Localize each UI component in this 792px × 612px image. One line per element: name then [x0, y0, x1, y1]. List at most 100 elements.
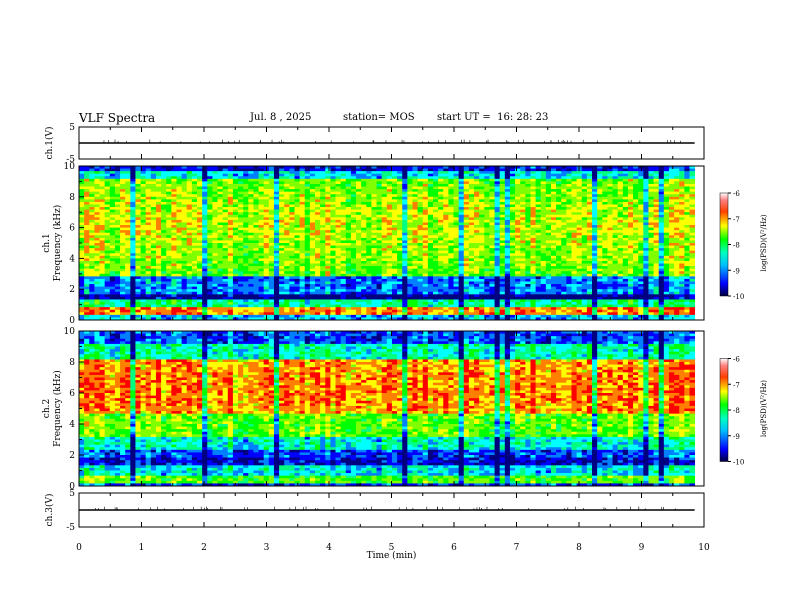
heatmap-cell	[479, 232, 485, 236]
heatmap-cell	[171, 209, 177, 213]
heatmap-cell	[376, 204, 383, 208]
heatmap-cell	[607, 248, 613, 252]
heatmap-cell	[166, 199, 172, 203]
heatmap-cell	[145, 191, 152, 195]
heatmap-cell	[79, 237, 85, 241]
heatmap-cell	[196, 186, 203, 190]
heatmap-cell	[407, 199, 413, 203]
heatmap-cell	[330, 173, 336, 177]
heatmap-cell	[602, 258, 608, 262]
heatmap-cell	[361, 237, 367, 241]
heatmap-cell	[289, 199, 295, 203]
heatmap-cell	[494, 171, 501, 175]
heatmap-cell	[361, 176, 367, 180]
heatmap-cell	[130, 191, 136, 195]
heatmap-cell	[679, 222, 685, 226]
heatmap-cell	[407, 189, 413, 193]
heatmap-cell	[273, 235, 280, 239]
heatmap-cell	[176, 189, 182, 193]
heatmap-cell	[145, 181, 152, 185]
heatmap-cell	[248, 217, 254, 221]
heatmap-cell	[489, 253, 495, 257]
heatmap-cell	[335, 209, 342, 213]
heatmap-cell	[397, 230, 403, 234]
heatmap-cell	[663, 212, 670, 216]
heatmap-cell	[556, 253, 562, 257]
heatmap-cell	[617, 222, 624, 226]
heatmap-cell	[99, 166, 106, 169]
heatmap-cell	[617, 235, 624, 239]
heatmap-cell	[181, 176, 188, 180]
heatmap-cell	[376, 260, 383, 264]
heatmap-cell	[458, 232, 465, 236]
heatmap-cell	[443, 209, 449, 213]
heatmap-cell	[279, 237, 285, 241]
heatmap-cell	[258, 232, 265, 236]
heatmap-cell	[658, 217, 665, 221]
heatmap-cell	[566, 204, 572, 208]
heatmap-cell	[463, 232, 470, 236]
heatmap-cell	[561, 207, 567, 211]
heatmap-cell	[289, 266, 295, 270]
heatmap-cell	[109, 263, 116, 267]
heatmap-cell	[509, 217, 516, 221]
heatmap-cell	[335, 217, 342, 221]
heatmap-cell	[679, 178, 685, 182]
heatmap-cell	[84, 227, 90, 231]
heatmap-cell	[381, 201, 388, 205]
heatmap-cell	[627, 230, 634, 234]
heatmap-cell	[243, 194, 249, 198]
heatmap-cell	[484, 199, 490, 203]
heatmap-cell	[155, 255, 162, 259]
heatmap-cell	[356, 181, 362, 185]
heatmap-cell	[294, 178, 300, 182]
heatmap-cell	[576, 230, 583, 234]
heatmap-cell	[314, 214, 321, 218]
heatmap-cell	[140, 248, 147, 252]
heatmap-cell	[494, 217, 501, 221]
heatmap-cell	[535, 189, 542, 193]
heatmap-cell	[350, 166, 357, 169]
heatmap-cell	[161, 178, 167, 182]
heatmap-cell	[407, 232, 413, 236]
heatmap-cell	[530, 245, 536, 249]
heatmap-cell	[243, 181, 249, 185]
heatmap-cell	[356, 235, 362, 239]
heatmap-cell	[443, 253, 449, 257]
heatmap-cell	[607, 237, 613, 241]
heatmap-cell	[417, 253, 424, 257]
heatmap-cell	[217, 240, 224, 244]
heatmap-cell	[561, 166, 567, 169]
heatmap-cell	[335, 230, 342, 234]
heatmap-cell	[212, 209, 218, 213]
heatmap-cell	[689, 219, 696, 223]
heatmap-cell	[114, 255, 121, 259]
heatmap-cell	[325, 176, 331, 180]
heatmap-cell	[397, 235, 403, 239]
heatmap-cell	[417, 219, 424, 223]
heatmap-cell	[468, 199, 475, 203]
heatmap-cell	[114, 189, 121, 193]
heatmap-cell	[222, 258, 229, 262]
heatmap-cell	[386, 227, 393, 231]
heatmap-cell	[622, 258, 629, 262]
heatmap-cell	[581, 186, 588, 190]
heatmap-cell	[243, 268, 249, 272]
heatmap-cell	[273, 201, 280, 205]
heatmap-cell	[243, 255, 249, 259]
heatmap-cell	[268, 212, 275, 216]
heatmap-cell	[463, 225, 470, 228]
heatmap-cell	[638, 171, 644, 175]
heatmap-cell	[361, 258, 367, 262]
heatmap-cell	[545, 232, 552, 236]
heatmap-cell	[207, 230, 213, 234]
heatmap-cell	[530, 178, 536, 182]
heatmap-cell	[155, 199, 162, 203]
heatmap-cell	[407, 240, 413, 244]
heatmap-cell	[284, 168, 290, 172]
heatmap-cell	[304, 207, 311, 211]
heatmap-cell	[586, 189, 593, 193]
heatmap-cell	[217, 176, 224, 180]
heatmap-cell	[191, 253, 198, 257]
heatmap-cell	[345, 266, 352, 270]
